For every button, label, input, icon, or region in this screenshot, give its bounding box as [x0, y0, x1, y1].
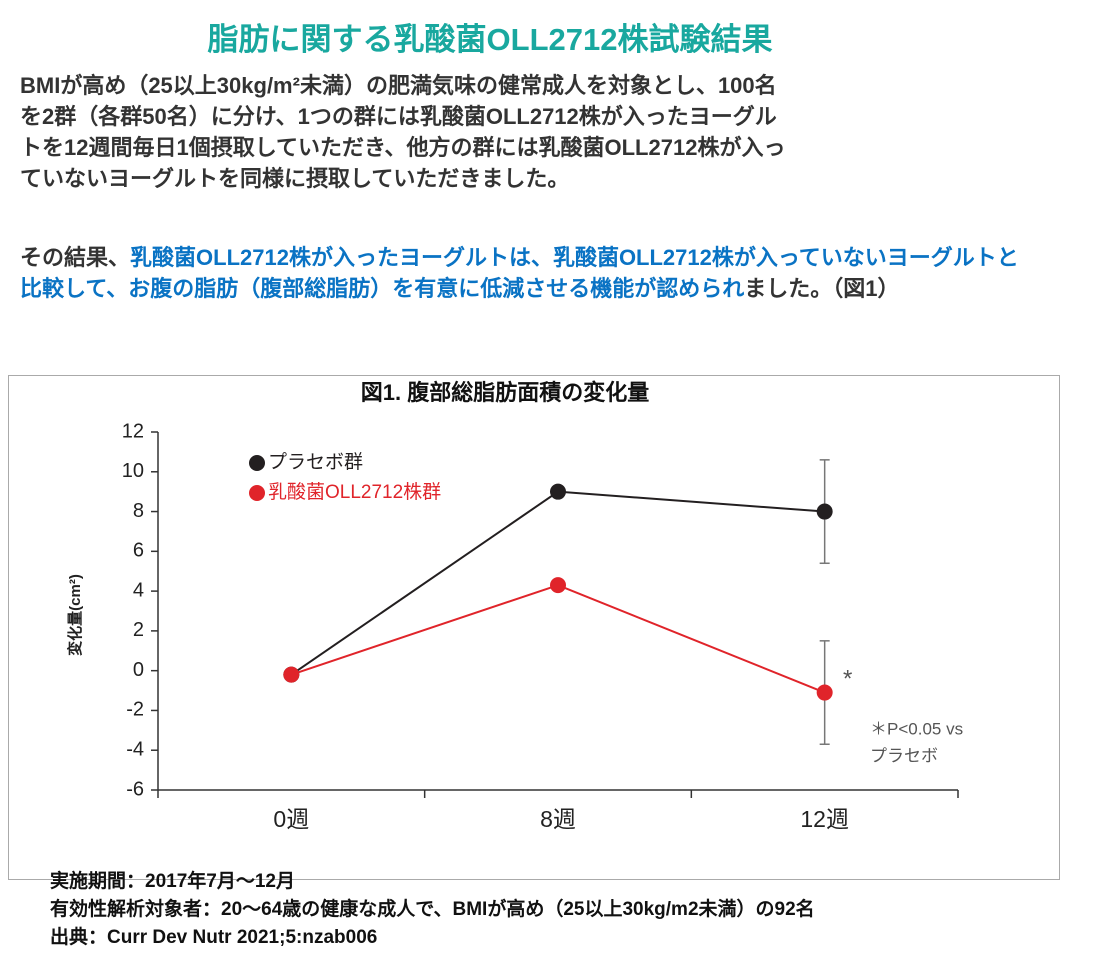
annotation: プラセボ — [870, 746, 938, 765]
y-tick-label: 0 — [133, 659, 144, 681]
annotation: * — [843, 665, 852, 692]
chart-frame — [8, 375, 1060, 880]
footer: 実施期間：2017年7月〜12月有効性解析対象者：20〜64歳の健康な成人で、B… — [50, 868, 815, 952]
x-tick-label: 0週 — [273, 806, 309, 832]
intro-text: BMIが高め（25以上30kg/m²未満）の肥満気味の健常成人を対象とし、100… — [20, 70, 1080, 194]
point — [550, 577, 566, 594]
y-tick-label: 8 — [133, 500, 144, 522]
footer-line: 出典：Curr Dev Nutr 2021;5:nzab006 — [50, 927, 378, 948]
result-text: その結果、乳酸菌OLL2712株が入ったヨーグルトは、乳酸菌OLL2712株が入… — [20, 242, 1030, 304]
intro-line: BMIが高め（25以上30kg/m²未満）の肥満気味の健常成人を対象とし、100… — [20, 73, 777, 98]
y-tick-label: 2 — [133, 619, 144, 641]
y-axis-label: 変化量(cm²) — [66, 574, 84, 656]
legend-label: プラセボ群 — [268, 451, 363, 473]
y-tick-label: 4 — [133, 579, 144, 601]
chart-title: 図1. 腹部総脂肪面積の変化量 — [361, 380, 649, 405]
y-tick-label: -6 — [126, 778, 144, 800]
result-segment: ました。（図1） — [744, 276, 900, 301]
intro-line: を2群（各群50名）に分け、1つの群には乳酸菌OLL2712株が入ったヨーグル — [20, 104, 777, 129]
intro-line: トを12週間毎日1個摂取していただき、他方の群には乳酸菌OLL2712株が入っ — [20, 135, 786, 160]
result-segment: 乳酸菌OLL2712株が入ったヨーグルトは、乳酸菌OLL2712株が入っていない… — [20, 245, 1019, 301]
legend-marker — [249, 455, 265, 471]
y-tick-label: -4 — [126, 739, 144, 761]
intro-line: ていないヨーグルトを同様に摂取していただきました。 — [20, 166, 570, 191]
page-title: 脂肪に関する乳酸菌OLL2712株試験結果 — [207, 22, 773, 57]
point — [816, 503, 833, 520]
y-tick-label: 10 — [122, 460, 144, 482]
chart: 図1. 腹部総脂肪面積の変化量 変化量(cm²) -6 -4 -2 0 2 4 6 8 10 12… — [8, 375, 1060, 880]
annotation: ＊P<0.05 vs — [870, 719, 963, 738]
legend-label: 乳酸菌OLL2712株群 — [268, 481, 441, 503]
footer-line: 有効性解析対象者：20〜64歳の健康な成人で、BMIが高め（25以上30kg/m… — [50, 899, 815, 920]
x-tick-label: 12週 — [800, 806, 849, 832]
point — [550, 483, 566, 500]
x-tick-label: 8週 — [540, 806, 576, 832]
y-tick-label: 6 — [133, 540, 144, 562]
y-tick-label: -2 — [126, 699, 144, 721]
y-tick-label: 12 — [122, 420, 144, 442]
point — [283, 666, 300, 683]
point — [816, 684, 833, 701]
legend-marker — [249, 485, 265, 501]
result-segment: その結果、 — [20, 245, 131, 270]
footer-line: 実施期間：2017年7月〜12月 — [50, 871, 295, 892]
